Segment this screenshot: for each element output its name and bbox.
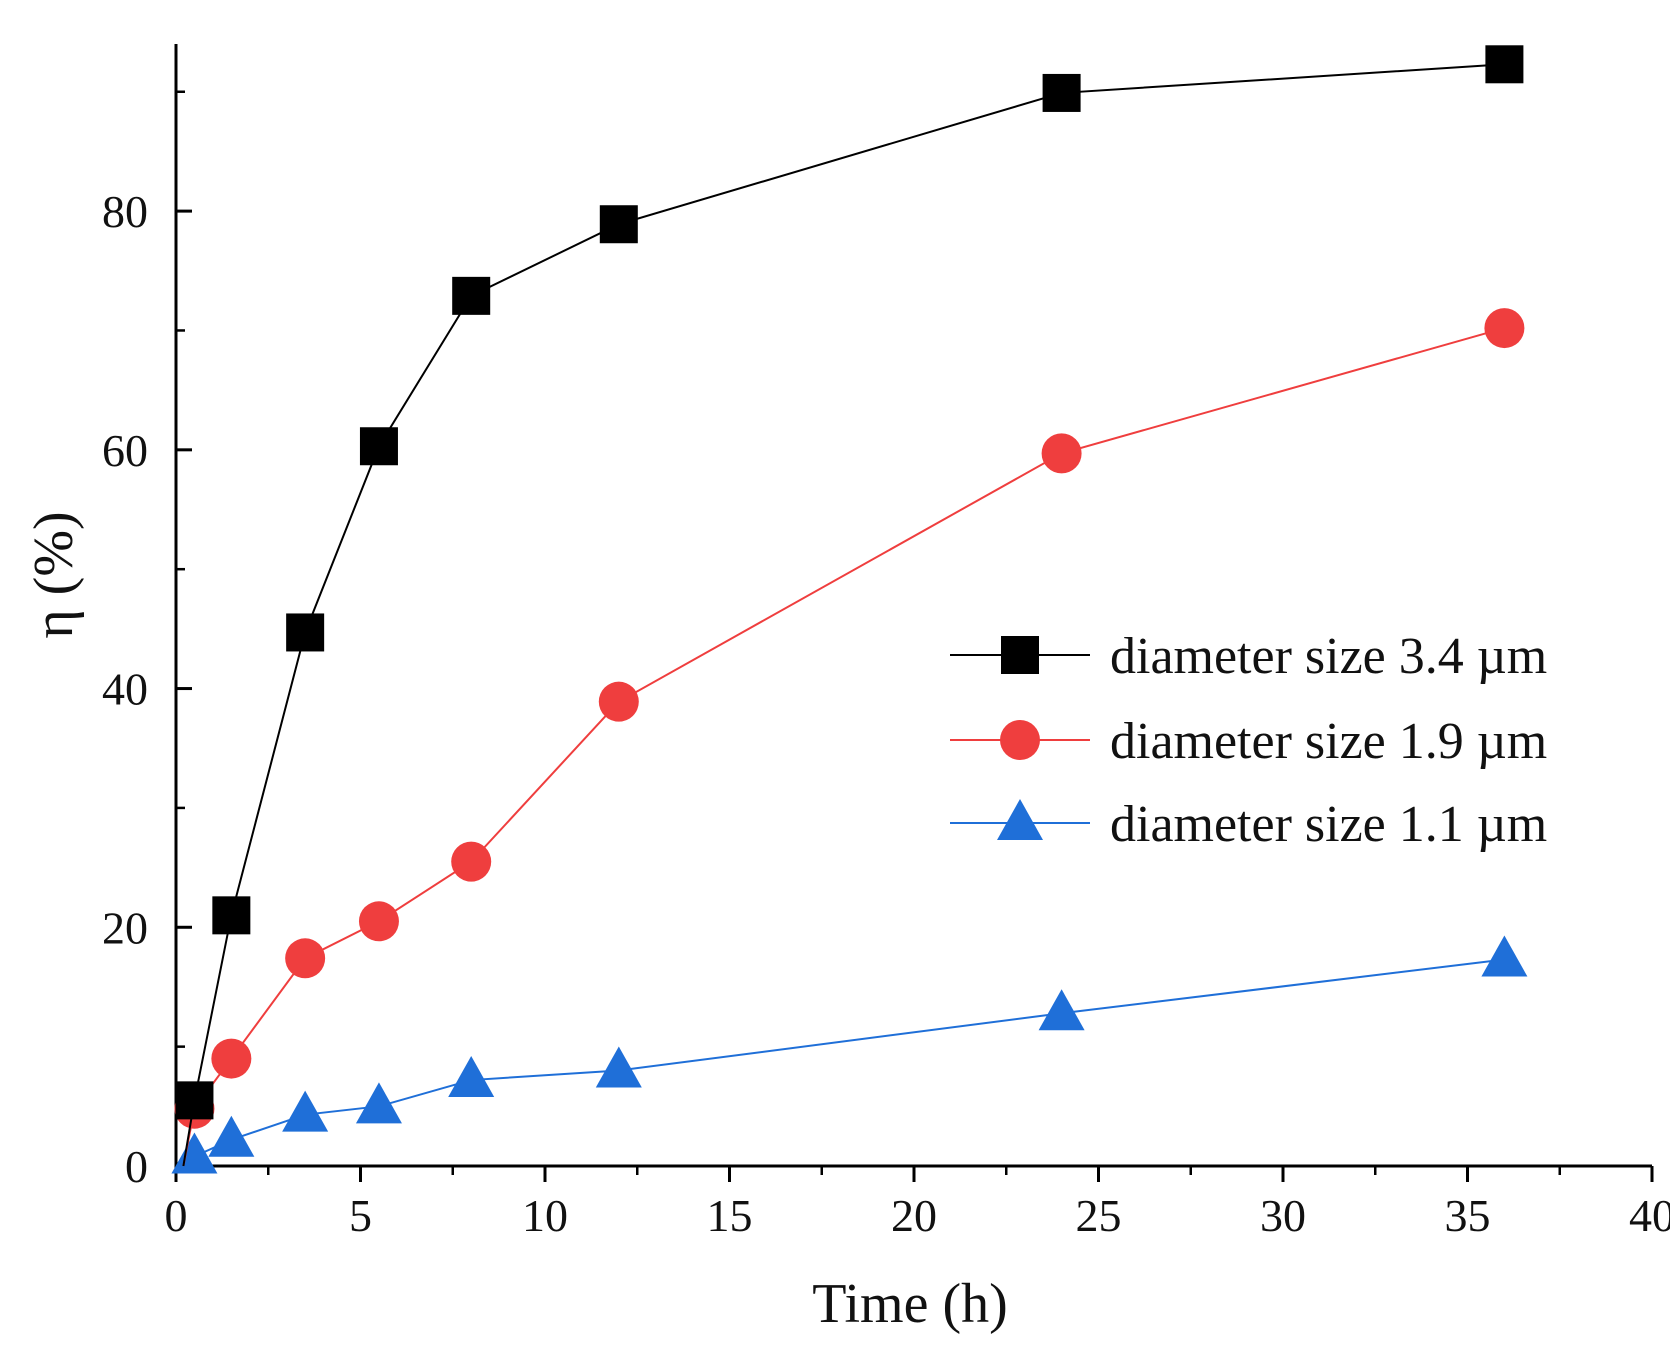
data-point	[1485, 45, 1524, 84]
data-point	[1038, 989, 1085, 1031]
data-point	[358, 901, 399, 942]
data-point	[211, 1038, 252, 1079]
legend-marker	[1001, 636, 1039, 674]
y-tick-label: 20	[102, 902, 148, 953]
legend-label: diameter size 3.4 µm	[1110, 628, 1547, 685]
legend-marker	[1000, 720, 1040, 760]
x-tick-label: 35	[1445, 1190, 1491, 1241]
x-tick-label: 5	[349, 1190, 372, 1241]
data-point	[598, 681, 639, 722]
series-triangle	[171, 935, 1528, 1174]
y-tick-label: 0	[125, 1141, 148, 1192]
data-point	[1042, 73, 1081, 112]
data-point	[451, 841, 492, 882]
data-point	[208, 1115, 255, 1157]
y-axis-title: η (%)	[23, 511, 85, 638]
x-tick-label: 10	[522, 1190, 568, 1241]
data-point	[355, 1082, 402, 1124]
legend-item: diameter size 1.1 µm	[950, 796, 1547, 853]
series-square	[175, 45, 1524, 1167]
legend-label: diameter size 1.1 µm	[1110, 796, 1547, 853]
data-point	[599, 205, 638, 244]
data-point	[286, 613, 325, 652]
x-axis-title: Time (h)	[812, 1273, 1008, 1335]
series-line	[182, 958, 1505, 1167]
legend-marker	[997, 799, 1043, 840]
data-point	[359, 427, 398, 466]
y-tick-label: 80	[102, 186, 148, 237]
x-tick-label: 25	[1076, 1190, 1122, 1241]
legend-item: diameter size 3.4 µm	[950, 628, 1547, 685]
x-tick-label: 0	[165, 1190, 188, 1241]
data-point	[282, 1090, 329, 1132]
data-point	[175, 1081, 214, 1120]
data-point	[595, 1046, 642, 1088]
series-layer	[171, 45, 1528, 1174]
data-point	[1481, 935, 1528, 977]
data-point	[1041, 433, 1082, 474]
y-tick-label: 40	[102, 664, 148, 715]
data-point	[212, 896, 251, 935]
data-point	[448, 1056, 495, 1098]
data-point	[285, 938, 326, 979]
axes: 0 5 10 15 20 25 30 35 40 0 20 40 60 80	[102, 44, 1670, 1241]
legend-item: diameter size 1.9 µm	[950, 713, 1547, 770]
x-tick-label: 20	[891, 1190, 937, 1241]
data-point	[452, 276, 491, 315]
x-tick-label: 15	[707, 1190, 753, 1241]
data-point	[1484, 308, 1525, 349]
y-tick-label: 60	[102, 425, 148, 476]
x-tick-label: 30	[1260, 1190, 1306, 1241]
legend: diameter size 3.4 µm diameter size 1.9 µm…	[950, 628, 1547, 853]
series-line	[182, 63, 1505, 1167]
x-tick-label: 40	[1629, 1190, 1670, 1241]
legend-label: diameter size 1.9 µm	[1110, 713, 1547, 770]
